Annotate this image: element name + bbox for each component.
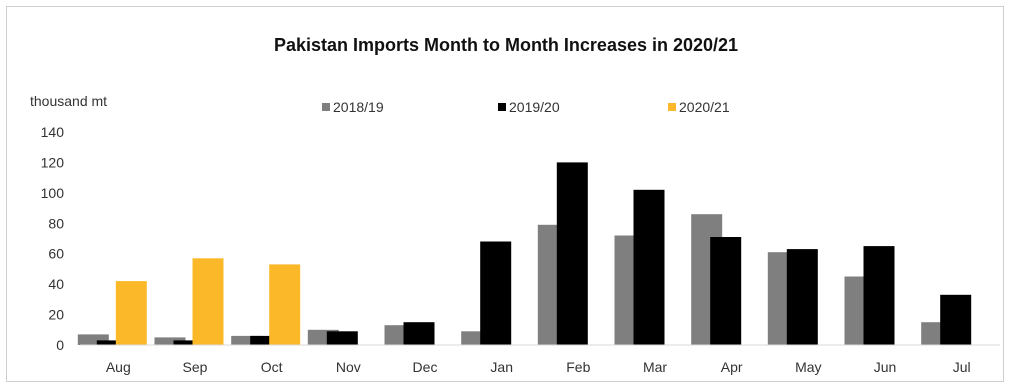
chart-title: Pakistan Imports Month to Month Increase… — [274, 35, 738, 55]
legend-swatch-2018-19 — [322, 103, 330, 111]
bar-2018-19-aug — [77, 334, 109, 345]
bars — [77, 162, 972, 345]
bar-2019-20-jun — [863, 246, 895, 345]
x-tick-label: May — [795, 359, 821, 375]
bar-2019-20-sep — [173, 340, 205, 345]
x-tick-label: Jul — [953, 359, 971, 375]
y-tick-label: 140 — [41, 124, 65, 140]
legend-swatch-2019-20 — [498, 103, 506, 111]
x-tick-label: Oct — [261, 359, 283, 375]
bar-2019-20-feb — [556, 162, 588, 345]
x-tick-label: Feb — [566, 359, 590, 375]
legend-swatch-2020-21 — [668, 103, 676, 111]
y-axis: 0 20 40 60 80 100 120 140 — [41, 124, 65, 353]
x-tick-label: Aug — [106, 359, 131, 375]
x-axis: Aug Sep Oct Nov Dec Jan Feb Mar Apr May Jun Jul — [80, 344, 1000, 375]
legend-label: 2020/21 — [679, 99, 730, 115]
bar-2020-21-aug — [115, 281, 147, 345]
y-tick-label: 20 — [48, 307, 64, 323]
y-tick-label: 0 — [56, 337, 64, 353]
legend-label: 2019/20 — [509, 99, 560, 115]
y-axis-label: thousand mt — [30, 93, 107, 109]
x-tick-label: Sep — [183, 359, 208, 375]
bar-2019-20-may — [786, 249, 818, 345]
legend-label: 2018/19 — [333, 99, 384, 115]
x-tick-label: Nov — [336, 359, 361, 375]
x-tick-label: Dec — [413, 359, 438, 375]
y-tick-label: 120 — [41, 154, 65, 170]
bar-2018-19-sep — [154, 337, 186, 345]
x-tick-label: Apr — [721, 359, 743, 375]
y-tick-label: 100 — [41, 185, 65, 201]
x-tick-label: Jun — [874, 359, 897, 375]
bar-2019-20-oct — [250, 335, 282, 345]
bar-2020-21-oct — [269, 264, 301, 345]
legend: 2018/19 2019/20 2020/21 — [322, 99, 730, 115]
bar-2019-20-aug — [96, 340, 128, 345]
x-tick-label: Jan — [490, 359, 513, 375]
bar-2019-20-nov — [326, 331, 358, 345]
bar-2019-20-dec — [403, 322, 435, 345]
bar-2019-20-jul — [940, 294, 972, 345]
y-tick-label: 80 — [48, 215, 64, 231]
bar-2019-20-mar — [633, 189, 665, 345]
bar-2019-20-jan — [480, 241, 512, 345]
y-tick-label: 60 — [48, 246, 64, 262]
y-tick-label: 40 — [48, 276, 64, 292]
x-tick-label: Mar — [643, 359, 667, 375]
bar-2019-20-apr — [710, 237, 742, 345]
bar-2020-21-sep — [192, 258, 224, 345]
bar-2018-19-oct — [231, 335, 263, 345]
